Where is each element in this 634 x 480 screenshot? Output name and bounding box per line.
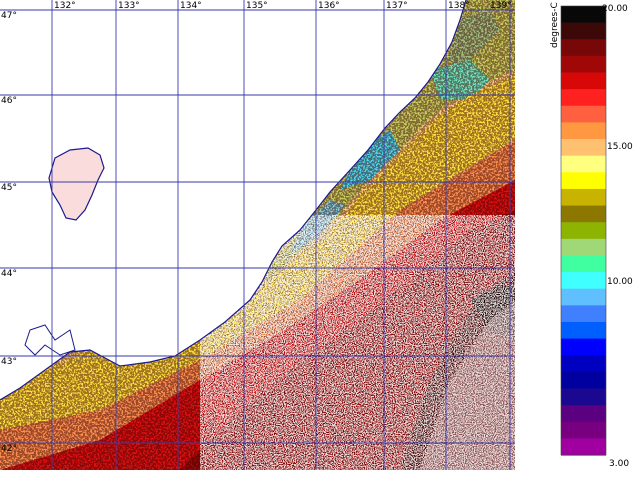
colorbar-swatch <box>561 222 606 240</box>
lat-label: 43° <box>1 357 17 367</box>
colorbar-tick-15: 15.00 <box>607 142 633 152</box>
lon-label: 138° <box>448 1 470 11</box>
colorbar-tick-min: 3.00 <box>609 459 629 469</box>
colorbar-swatch <box>561 371 606 390</box>
lon-label: 136° <box>318 1 340 11</box>
colorbar-swatch <box>561 122 606 140</box>
colorbar-swatch <box>561 22 606 40</box>
colorbar-swatch <box>561 355 606 373</box>
coastline <box>0 0 467 401</box>
colorbar-swatch <box>561 105 606 124</box>
colorbar-swatch <box>561 39 606 57</box>
lat-label: 47° <box>1 11 17 21</box>
colorbar-swatch <box>561 55 606 74</box>
colorbar-swatch <box>561 438 606 456</box>
lon-label: 133° <box>118 1 140 11</box>
colorbar-swatch <box>561 155 606 173</box>
lat-label: 46° <box>1 96 17 106</box>
colorbar-swatch <box>561 405 606 423</box>
colorbar-tick-10: 10.00 <box>607 277 633 287</box>
colorbar <box>560 5 607 456</box>
graticule <box>0 0 515 470</box>
lat-label: 45° <box>1 183 17 193</box>
colorbar-swatch <box>561 6 606 24</box>
colorbar-swatch <box>561 72 606 90</box>
lon-label: 135° <box>246 1 268 11</box>
colorbar-swatch <box>561 172 606 190</box>
colorbar-unit-label: degrees-C <box>550 2 560 48</box>
lon-label: 139° <box>490 1 512 11</box>
colorbar-frame <box>560 5 607 456</box>
colorbar-swatch <box>561 255 606 273</box>
lon-label: 134° <box>180 1 202 11</box>
colorbar-swatch <box>561 188 606 207</box>
colorbar-swatch <box>561 139 606 157</box>
lat-label: 42° <box>1 444 17 454</box>
colorbar-swatch <box>561 272 606 290</box>
colorbar-swatch <box>561 205 606 223</box>
lake-khanka <box>48 147 105 221</box>
colorbar-swatch <box>561 321 606 340</box>
colorbar-swatch <box>561 305 606 323</box>
colorbar-swatch <box>561 238 606 257</box>
lon-label: 137° <box>386 1 408 11</box>
colorbar-swatch <box>561 421 606 439</box>
lat-label: 44° <box>1 269 17 279</box>
colorbar-swatch <box>561 338 606 356</box>
colorbar-tick-max: 20.00 <box>602 4 628 14</box>
colorbar-swatch <box>561 388 606 406</box>
colorbar-swatch <box>561 288 606 306</box>
lon-label: 132° <box>54 1 76 11</box>
colorbar-swatch <box>561 89 606 107</box>
